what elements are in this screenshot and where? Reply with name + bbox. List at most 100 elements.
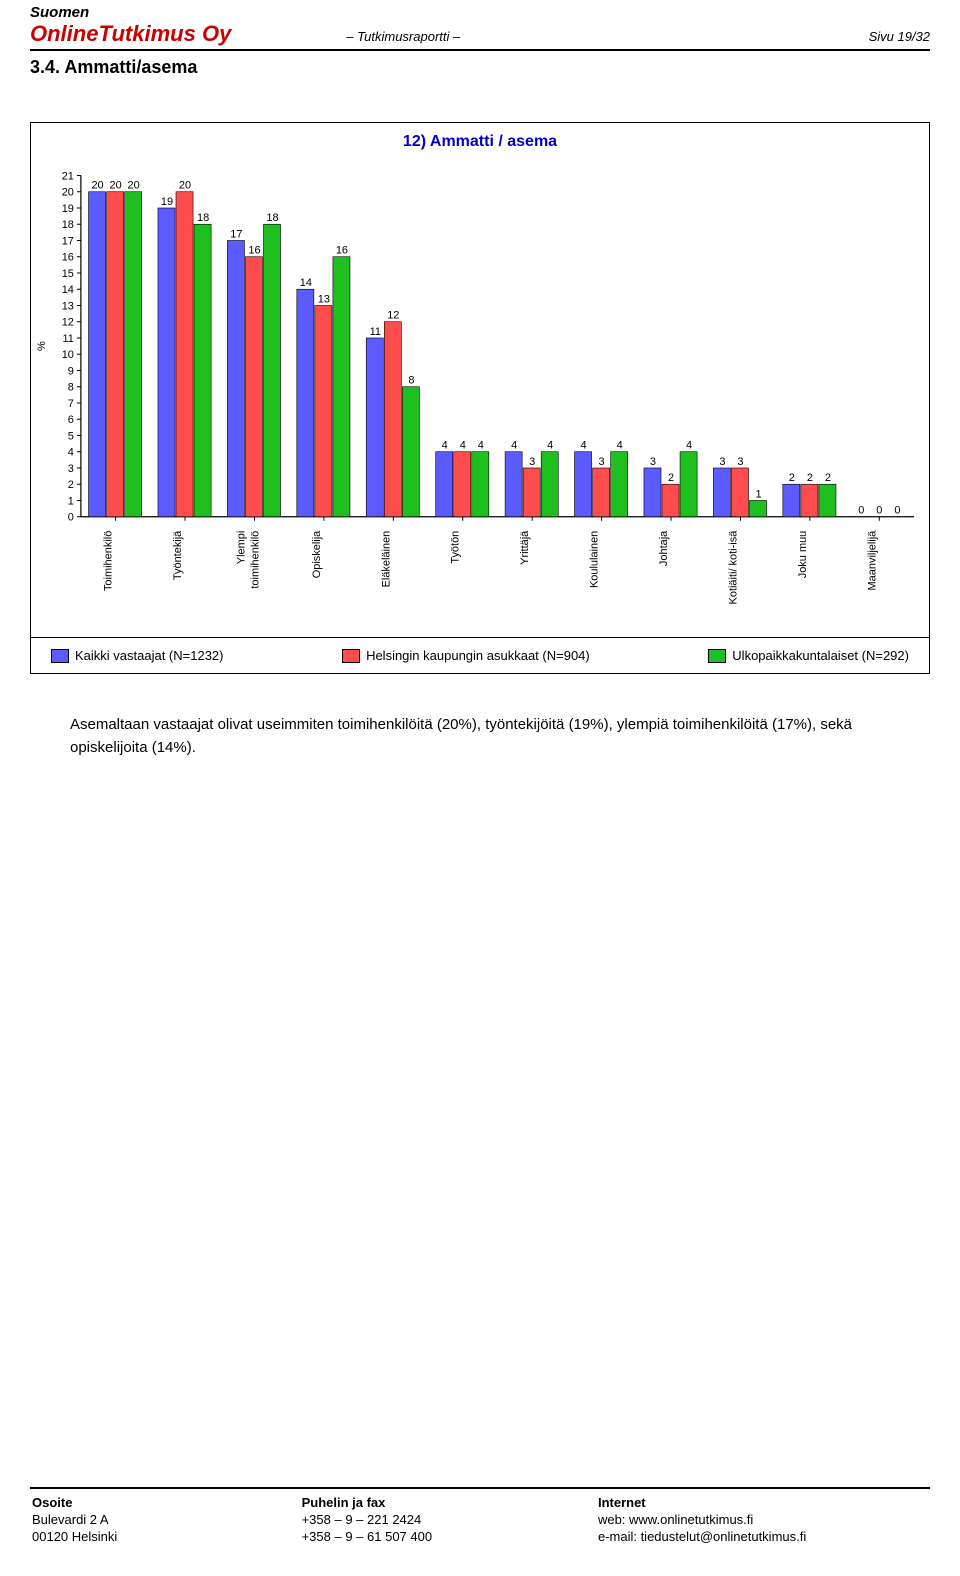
bar-chart: 0123456789101112131415161718192021%20202…	[31, 157, 929, 637]
svg-text:Työntekijä: Työntekijä	[172, 530, 184, 580]
svg-text:Maanviljelijä: Maanviljelijä	[866, 530, 878, 591]
svg-text:0: 0	[68, 512, 74, 524]
svg-text:1: 1	[68, 495, 74, 507]
footer-col1-l1: Bulevardi 2 A	[32, 1512, 300, 1527]
footer-col1-l2: 00120 Helsinki	[32, 1529, 300, 1544]
svg-text:4: 4	[442, 440, 448, 452]
svg-text:4: 4	[68, 447, 74, 459]
svg-text:4: 4	[511, 440, 517, 452]
svg-text:16: 16	[248, 245, 260, 257]
svg-text:20: 20	[110, 180, 122, 192]
svg-text:3: 3	[650, 456, 656, 468]
footer-col3-head: Internet	[598, 1495, 646, 1510]
legend-label: Kaikki vastaajat (N=1232)	[75, 648, 224, 663]
svg-text:toimihenkilö: toimihenkilö	[249, 531, 261, 589]
svg-text:0: 0	[894, 505, 900, 517]
svg-text:20: 20	[91, 180, 103, 192]
svg-text:11: 11	[370, 326, 381, 338]
svg-text:8: 8	[408, 375, 414, 387]
svg-text:20: 20	[128, 180, 140, 192]
svg-text:4: 4	[478, 440, 484, 452]
svg-text:2: 2	[789, 472, 795, 484]
svg-text:12: 12	[62, 317, 74, 329]
svg-text:Yrittäjä: Yrittäjä	[519, 530, 531, 565]
svg-text:18: 18	[62, 219, 74, 231]
footer-col2-head: Puhelin ja fax	[302, 1495, 386, 1510]
svg-text:3: 3	[737, 456, 743, 468]
legend-swatch	[51, 649, 69, 663]
svg-text:4: 4	[547, 440, 553, 452]
svg-text:12: 12	[387, 310, 399, 322]
svg-text:20: 20	[179, 180, 191, 192]
footer-col3-l1: web: www.onlinetutkimus.fi	[598, 1512, 928, 1527]
svg-text:2: 2	[825, 472, 831, 484]
svg-text:10: 10	[62, 349, 74, 361]
company-name: OnlineTutkimus Oy	[30, 21, 231, 47]
svg-text:14: 14	[62, 284, 74, 296]
svg-text:Joku muu: Joku muu	[797, 531, 809, 579]
company-line1: Suomen	[30, 4, 930, 21]
svg-text:4: 4	[617, 440, 623, 452]
svg-text:16: 16	[336, 245, 348, 257]
svg-text:3: 3	[529, 456, 535, 468]
svg-text:13: 13	[62, 300, 74, 312]
svg-text:2: 2	[807, 472, 813, 484]
svg-text:Kotiäiti/ koti-isä: Kotiäiti/ koti-isä	[727, 530, 739, 605]
legend-item: Kaikki vastaajat (N=1232)	[51, 648, 224, 663]
svg-text:7: 7	[68, 398, 74, 410]
svg-text:18: 18	[197, 212, 209, 224]
svg-text:15: 15	[62, 268, 74, 280]
section-title: 3.4. Ammatti/asema	[0, 53, 960, 82]
svg-text:4: 4	[686, 440, 692, 452]
svg-text:0: 0	[858, 505, 864, 517]
svg-text:3: 3	[599, 456, 605, 468]
svg-text:Työtön: Työtön	[450, 531, 462, 564]
svg-text:Toimihenkilö: Toimihenkilö	[103, 531, 115, 591]
legend-swatch	[342, 649, 360, 663]
svg-text:17: 17	[230, 228, 242, 240]
body-paragraph: Asemaltaan vastaajat olivat useimmiten t…	[0, 674, 960, 799]
legend-swatch	[708, 649, 726, 663]
report-title: – Tutkimusraportti –	[346, 29, 460, 44]
svg-text:Opiskelija: Opiskelija	[311, 530, 323, 578]
chart-legend: Kaikki vastaajat (N=1232) Helsingin kaupu…	[31, 637, 929, 673]
svg-text:20: 20	[62, 187, 74, 199]
svg-text:Eläkeläinen: Eläkeläinen	[380, 531, 392, 588]
svg-text:13: 13	[318, 293, 330, 305]
footer-col2-l1: +358 – 9 – 221 2424	[302, 1512, 596, 1527]
svg-text:17: 17	[62, 235, 74, 247]
svg-text:19: 19	[62, 203, 74, 215]
footer-col2-l2: +358 – 9 – 61 507 400	[302, 1529, 596, 1544]
footer-col3-l2: e-mail: tiedustelut@onlinetutkimus.fi	[598, 1529, 928, 1544]
svg-text:9: 9	[68, 365, 74, 377]
footer-col1-head: Osoite	[32, 1495, 72, 1510]
chart-container: 12) Ammatti / asema 01234567891011121314…	[30, 122, 930, 674]
chart-body: 0123456789101112131415161718192021%20202…	[31, 157, 929, 637]
page-number: Sivu 19/32	[869, 29, 930, 44]
svg-text:3: 3	[719, 456, 725, 468]
svg-text:Johtaja: Johtaja	[658, 530, 670, 566]
page-footer: Osoite Puhelin ja fax Internet Bulevardi…	[30, 1487, 930, 1546]
svg-text:0: 0	[876, 505, 882, 517]
svg-text:Ylempi: Ylempi	[235, 531, 247, 565]
svg-text:16: 16	[62, 252, 74, 264]
svg-text:2: 2	[668, 472, 674, 484]
svg-text:14: 14	[300, 277, 312, 289]
svg-text:19: 19	[161, 196, 173, 208]
legend-item: Ulkopaikkakuntalaiset (N=292)	[708, 648, 909, 663]
svg-text:1: 1	[755, 488, 761, 500]
svg-text:2: 2	[68, 479, 74, 491]
legend-item: Helsingin kaupungin asukkaat (N=904)	[342, 648, 590, 663]
svg-text:4: 4	[580, 440, 586, 452]
svg-text:6: 6	[68, 414, 74, 426]
svg-text:8: 8	[68, 382, 74, 394]
legend-label: Helsingin kaupungin asukkaat (N=904)	[366, 648, 590, 663]
svg-text:%: %	[36, 341, 48, 351]
footer-table: Osoite Puhelin ja fax Internet Bulevardi…	[30, 1493, 930, 1546]
page-header: Suomen OnlineTutkimus Oy – Tutkimusrapor…	[0, 0, 960, 53]
svg-text:4: 4	[460, 440, 466, 452]
svg-text:11: 11	[63, 333, 74, 345]
svg-text:Koululainen: Koululainen	[589, 531, 601, 588]
svg-text:5: 5	[68, 430, 74, 442]
header-row: OnlineTutkimus Oy – Tutkimusraportti – S…	[30, 21, 930, 51]
